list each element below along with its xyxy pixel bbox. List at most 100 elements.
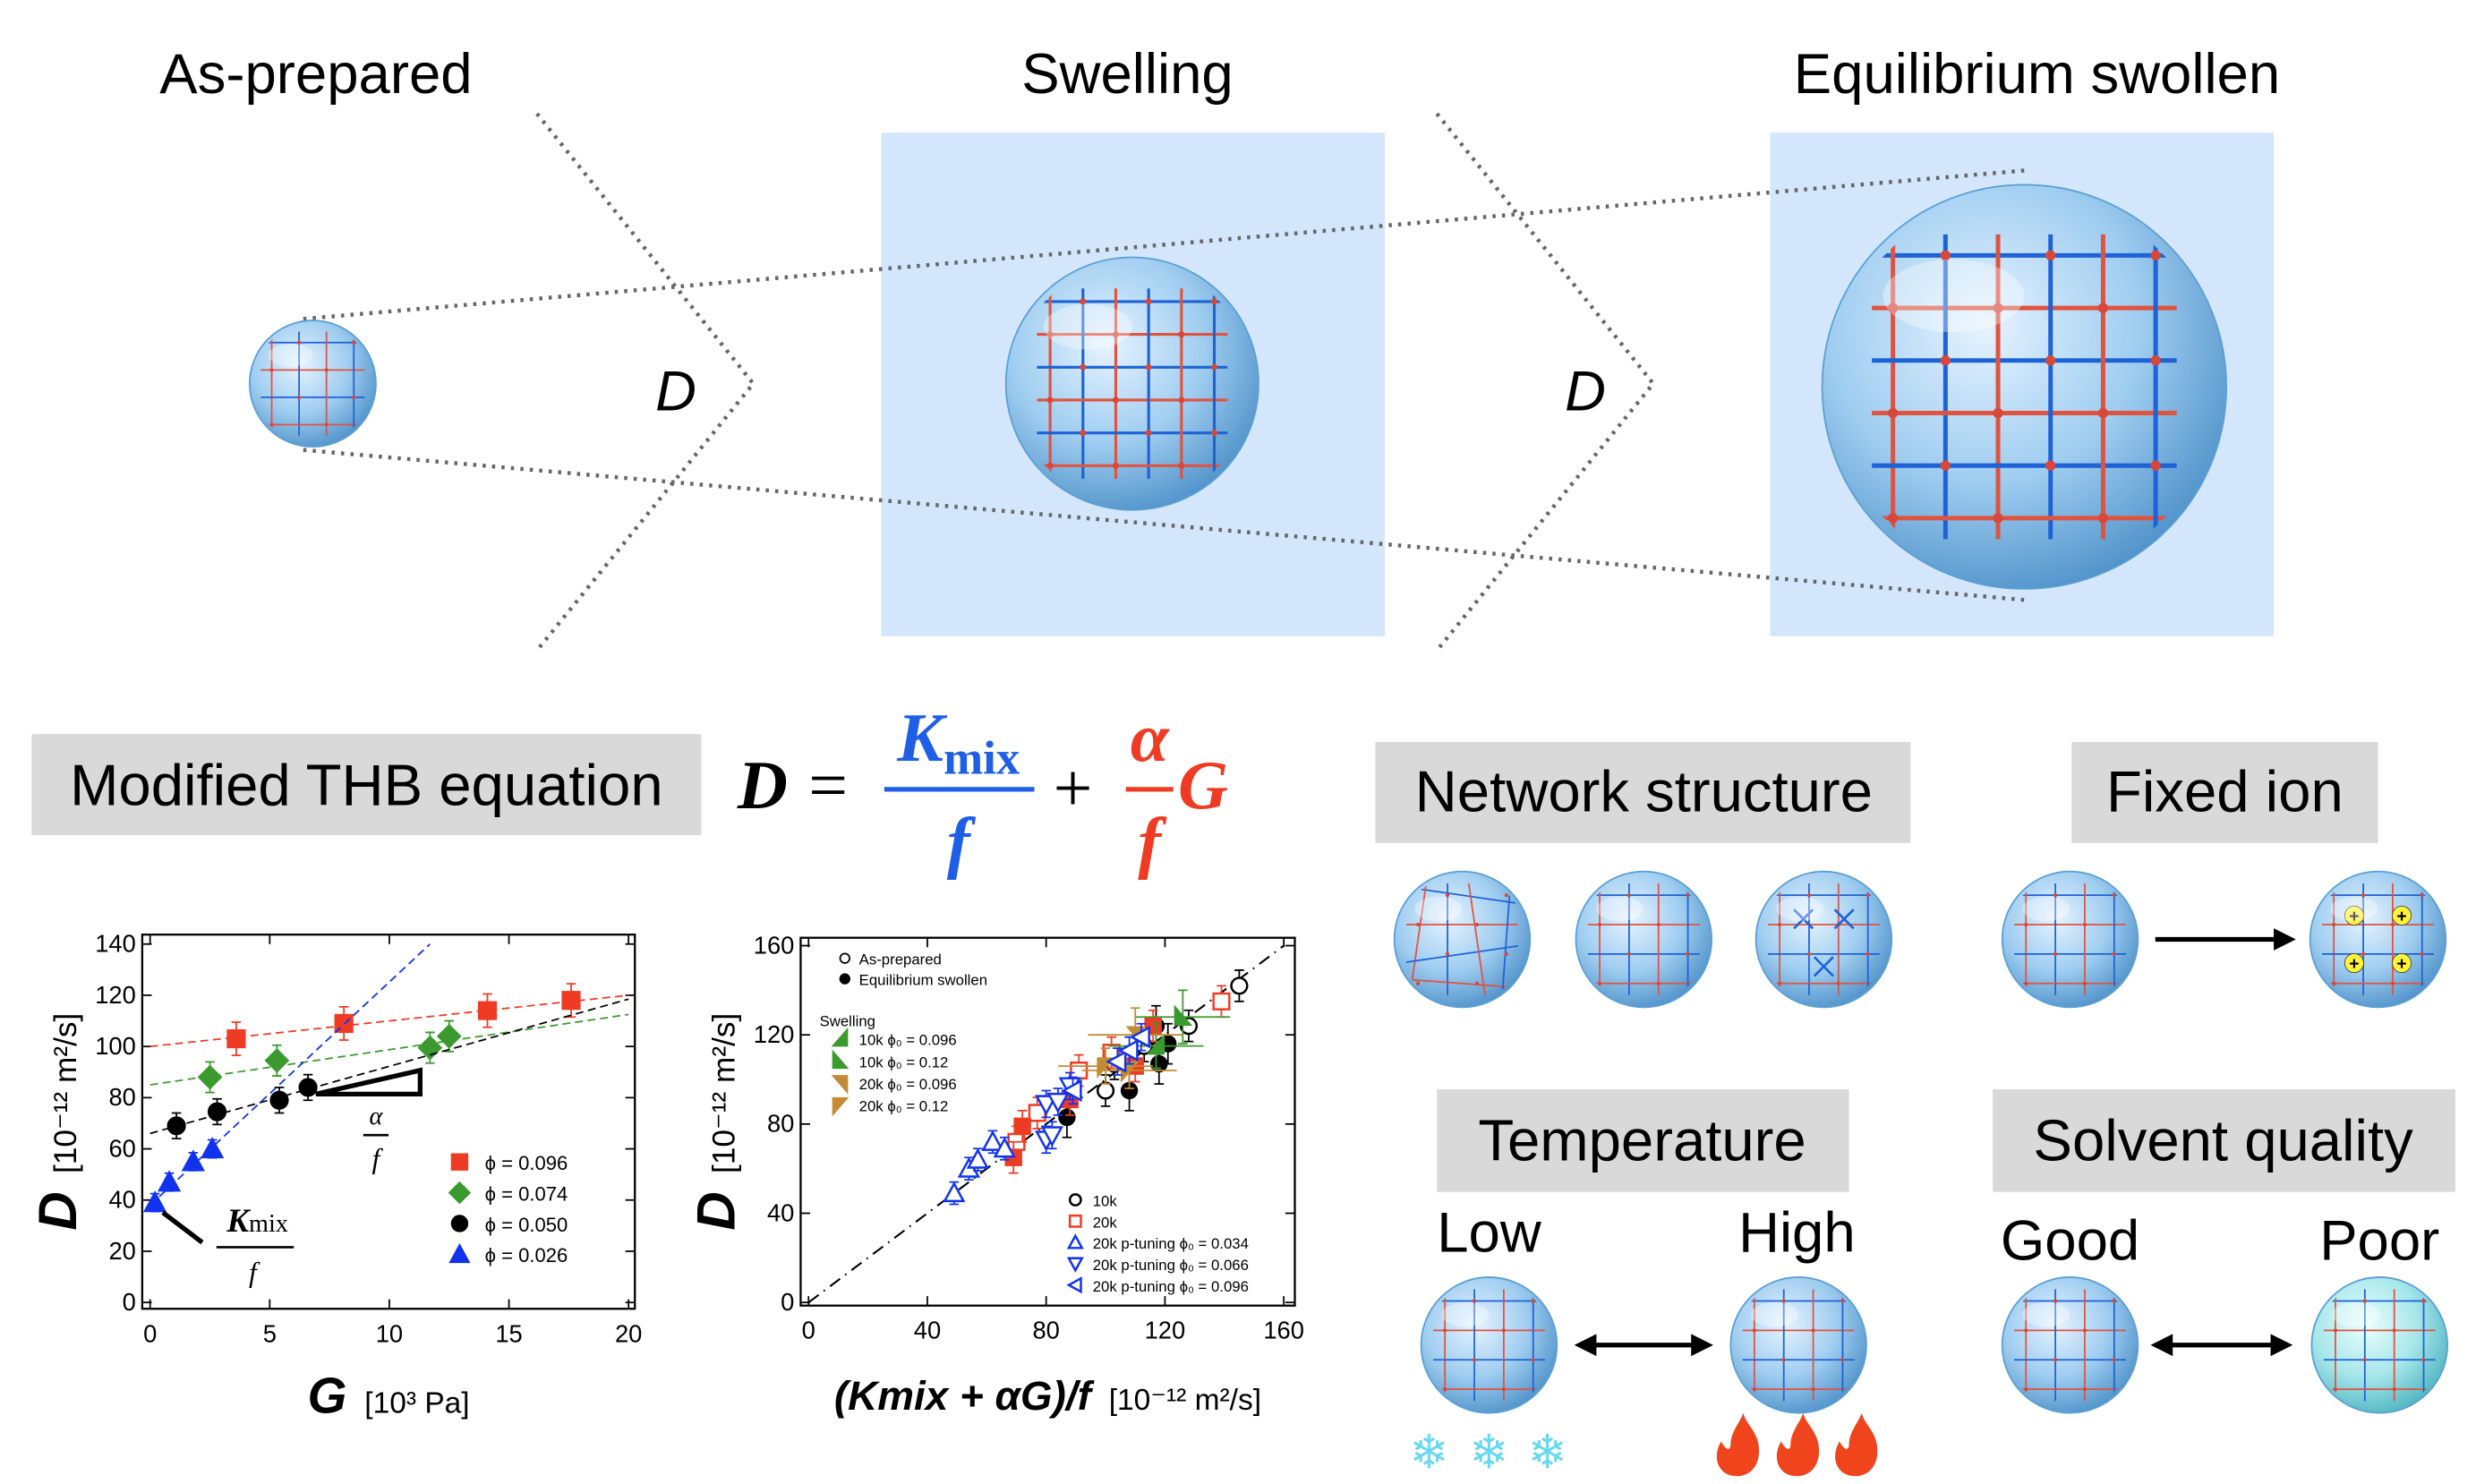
x-tick-label: 15 [495, 1319, 522, 1347]
data-point [966, 1147, 990, 1169]
legend-label: 20k p-tuning ϕ₀ = 0.034 [1093, 1235, 1249, 1252]
crosslink-node [1866, 951, 1870, 957]
chevron-arrow-2 [1435, 112, 1656, 652]
sphere-body [1575, 870, 1713, 1009]
crosslink-node [1887, 513, 1899, 524]
fixed-ion-icon [2344, 905, 2364, 925]
crosslink-node [2332, 922, 2336, 927]
y-axis-unit: [10⁻¹² m²/s] [48, 1013, 83, 1182]
y-tick-label: 0 [123, 1288, 136, 1316]
sphere-body [1755, 870, 1893, 1009]
sphere-network-icon: + + + + [2309, 870, 2447, 1009]
data-point [1058, 1108, 1076, 1127]
network-lines [2322, 883, 2434, 995]
crosslink-node [1416, 981, 1421, 985]
sphere-highlight [269, 344, 313, 367]
legend-marker [1068, 1193, 1082, 1207]
legend-label: 10k ϕ₀ = 0.096 [859, 1032, 957, 1049]
crosslink-node [1840, 1358, 1845, 1362]
x-axis-symbol: G [308, 1368, 347, 1424]
legend-label: ϕ = 0.026 [485, 1244, 568, 1267]
crosslink-node [1866, 893, 1870, 898]
crosslink-node [2333, 1386, 2338, 1392]
crosslink-node [1145, 298, 1152, 305]
legend-label: As-prepared [859, 951, 942, 968]
crosslink-node [2082, 922, 2088, 927]
crosslink-node [2392, 1328, 2396, 1333]
crosslink-node [2045, 460, 2056, 471]
crosslink-node [1145, 430, 1152, 437]
crosslink-node [1887, 303, 1899, 313]
legend-marker [832, 1096, 850, 1117]
crosslink-node [1752, 1328, 1756, 1333]
crosslink-node [1940, 250, 1951, 261]
legend-title: Swelling [820, 1012, 875, 1029]
solvent-quality-label: Solvent quality [2033, 1107, 2413, 1173]
crosslink-node [1112, 331, 1120, 338]
network-lines [2014, 883, 2126, 995]
equation-label-box [31, 734, 702, 836]
sphere-network-icon [1821, 183, 2228, 590]
legend-label: ϕ = 0.074 [485, 1182, 568, 1205]
y-axis-unit: [10⁻¹² m²/s] [706, 1013, 741, 1182]
x-tick-label: 20 [615, 1319, 642, 1347]
crosslink-node [1443, 1328, 1447, 1333]
fixed-ion-box [2071, 742, 2378, 843]
defect-mark [1813, 956, 1834, 977]
flame-icon [1776, 1412, 1820, 1477]
crosslink-node [2150, 355, 2161, 366]
data-point [157, 1170, 182, 1192]
crosslink-node [324, 422, 329, 427]
crosslink-node [2097, 303, 2109, 313]
kmix-denominator: f [947, 804, 977, 881]
network-lines [2014, 1289, 2126, 1402]
crosslink-node [2045, 250, 2056, 261]
crosslink-node [1940, 355, 1951, 366]
data-point [943, 1181, 966, 1203]
crosslink-node [2082, 1386, 2088, 1392]
snowflake-icon: ❄ [1469, 1425, 1508, 1480]
data-point [981, 1130, 1004, 1151]
crosslink-node [2024, 1386, 2028, 1392]
x-axis-unit: [10³ Pa] [356, 1387, 470, 1420]
sphere-network-icon [1393, 870, 1532, 1009]
crosslink-node [1211, 430, 1218, 437]
intercept-marker [161, 1210, 204, 1245]
crosslink-node [2362, 1299, 2367, 1303]
sphere-body [1393, 870, 1532, 1009]
crosslink-node [1145, 363, 1152, 371]
crosslink-node [1811, 1328, 1815, 1333]
sphere-highlight [1441, 1302, 1490, 1327]
crosslink-node [1474, 922, 1480, 927]
crosslink-node [1211, 298, 1218, 305]
crosslink-node [1080, 430, 1087, 437]
sphere-highlight [1883, 259, 2025, 333]
legend-label: 20k [1093, 1214, 1118, 1231]
crosslink-node [2420, 893, 2424, 898]
crosslink-node [2390, 981, 2395, 985]
data-point [298, 1078, 318, 1097]
data-point [1097, 1081, 1115, 1100]
plus-ion-icon: + [2349, 954, 2359, 974]
crosslink-node [2361, 951, 2366, 957]
data-point [436, 1023, 462, 1049]
crosslink-node [1501, 1386, 1506, 1392]
temperature-box [1437, 1089, 1849, 1192]
x-tick-label: 40 [914, 1317, 941, 1344]
sphere-network-icon [2310, 1276, 2448, 1414]
crosslink-node [2082, 981, 2088, 985]
crosslink-node [1626, 893, 1631, 898]
legend-marker [1066, 1233, 1084, 1249]
crosslink-node [1080, 298, 1087, 305]
intercept-numerator: Kmix [226, 1203, 288, 1240]
crosslink-node [2024, 922, 2028, 927]
stages-panel: As-prepared Swelling Equilibrium swollen… [159, 43, 2280, 652]
crosslink-node [1993, 303, 2003, 313]
equation-equals: = [808, 746, 848, 823]
legend-label: ϕ = 0.050 [485, 1214, 568, 1236]
x-tick-label: 0 [802, 1317, 815, 1344]
crosslink-node [1531, 1358, 1535, 1362]
x-tick-label: 10 [376, 1319, 403, 1347]
defect-mark [1793, 908, 1814, 930]
